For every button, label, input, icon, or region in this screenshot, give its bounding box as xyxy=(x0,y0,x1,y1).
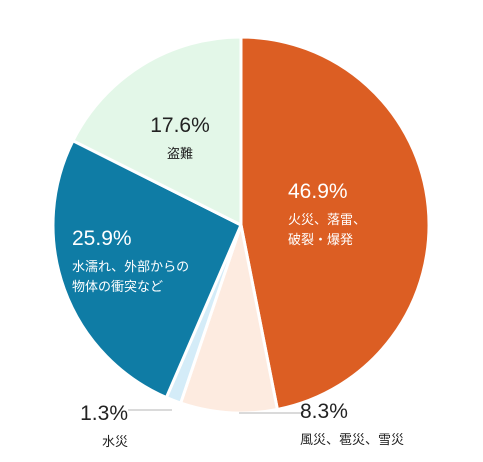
pie-slice-3 xyxy=(51,139,243,400)
slice-percent-3: 25.9% xyxy=(72,227,132,250)
slice-label-4-line-0: 盗難 xyxy=(167,146,193,162)
slice-label-3-line-1: 物体の衝突など xyxy=(72,279,163,295)
slice-label-0-line-0: 火災、落雷、 xyxy=(288,213,366,228)
slice-percent-1: 8.3% xyxy=(300,400,348,423)
pie-slice-4 xyxy=(71,35,243,227)
slice-label-3-line-0: 水濡れ、外部からの xyxy=(72,260,189,275)
slice-label-1-line-0: 風災、雹災、雪災 xyxy=(300,433,404,448)
slice-percent-0: 46.9% xyxy=(288,180,348,203)
slice-percent-2: 1.3% xyxy=(80,402,128,425)
slice-label-0-line-1: 破裂・爆発 xyxy=(288,233,353,248)
slice-label-2-line-0: 水災 xyxy=(102,435,128,450)
slice-labels: 46.9% 火災、落雷、破裂・爆発 8.3% 風災、雹災、雪災 1.3% 水災 25.9% 水… xyxy=(72,114,404,450)
slice-percent-4: 17.6% xyxy=(150,114,210,137)
pie-slice-0 xyxy=(239,35,431,411)
pie-slices xyxy=(51,35,431,415)
leader-lines xyxy=(128,409,304,414)
pie-slice-1 xyxy=(179,223,279,415)
